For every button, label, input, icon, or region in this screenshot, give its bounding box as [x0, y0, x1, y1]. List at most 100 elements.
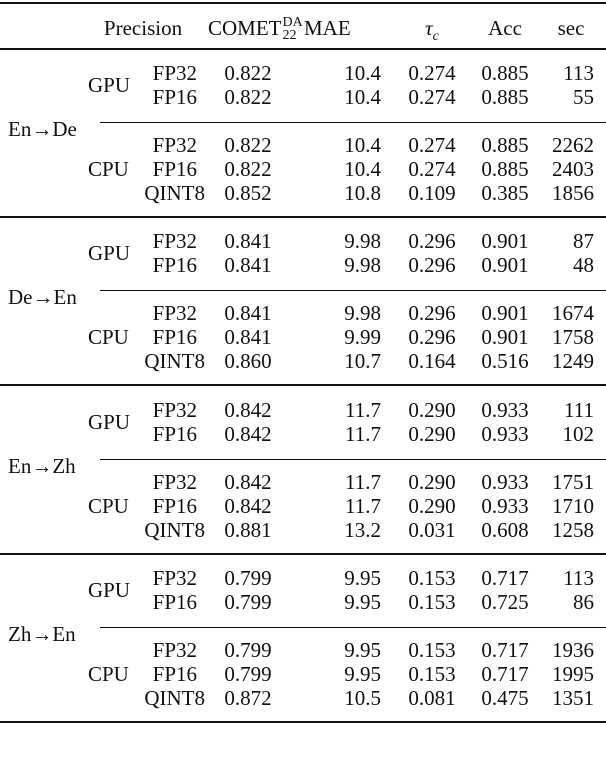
cell-sec: 1249	[552, 349, 594, 373]
cell-mae: 9.98	[344, 253, 381, 277]
device-midrule	[100, 290, 606, 291]
cell-mae: 11.7	[345, 422, 381, 446]
cell-sec: 1995	[552, 662, 594, 686]
device-label-cpu: CPU	[88, 325, 129, 349]
cell-sec: 2403	[552, 157, 594, 181]
cell-comet: 0.799	[224, 566, 272, 590]
cell-precision: FP32	[152, 61, 197, 85]
header-tau: τc	[425, 16, 439, 44]
cell-mae: 9.98	[344, 229, 381, 253]
device-label-cpu: CPU	[88, 662, 129, 686]
header-precision: Precision	[103, 16, 183, 40]
cell-comet: 0.799	[224, 590, 272, 614]
device-label-cpu: CPU	[88, 494, 129, 518]
cell-sec: 1258	[552, 518, 594, 542]
cell-tau: 0.274	[408, 85, 456, 109]
cell-acc: 0.717	[481, 566, 529, 590]
device-label-gpu: GPU	[88, 578, 131, 602]
cell-comet: 0.799	[224, 638, 272, 662]
cell-acc: 0.717	[481, 638, 529, 662]
cell-acc: 0.933	[481, 470, 529, 494]
header-comet-sub: 22	[282, 28, 297, 43]
cell-mae: 10.4	[344, 157, 381, 181]
cell-sec: 1751	[552, 470, 594, 494]
cell-mae: 11.7	[345, 470, 381, 494]
cell-sec: 1710	[552, 494, 594, 518]
cell-comet: 0.799	[224, 662, 272, 686]
cell-precision: FP32	[152, 229, 197, 253]
cell-sec: 102	[562, 422, 595, 446]
cell-comet: 0.860	[224, 349, 272, 373]
cell-tau: 0.296	[408, 253, 456, 277]
cell-precision: QINT8	[144, 181, 205, 205]
cell-acc: 0.933	[481, 422, 529, 446]
header-acc: Acc	[488, 16, 522, 40]
cell-acc: 0.933	[481, 398, 529, 422]
cell-mae: 9.98	[344, 301, 381, 325]
cell-tau: 0.153	[408, 566, 456, 590]
cell-mae: 9.95	[344, 662, 381, 686]
cell-tau: 0.153	[408, 662, 456, 686]
cell-tau: 0.290	[408, 470, 456, 494]
cell-tau: 0.153	[408, 638, 456, 662]
language-pair-label: Zh→En	[8, 622, 76, 646]
cell-tau: 0.296	[408, 229, 456, 253]
language-pair-label: De→En	[8, 285, 77, 309]
cell-tau: 0.109	[408, 181, 456, 205]
header-tau-sub: c	[432, 29, 439, 45]
device-midrule	[100, 459, 606, 460]
cell-sec: 1351	[552, 686, 594, 710]
cell-precision: QINT8	[144, 686, 205, 710]
cell-mae: 10.8	[344, 181, 381, 205]
cell-comet: 0.881	[224, 518, 272, 542]
cell-mae: 10.4	[344, 133, 381, 157]
cell-precision: FP16	[152, 253, 197, 277]
header-comet: COMET DA 22	[208, 16, 314, 43]
cell-mae: 10.4	[344, 61, 381, 85]
cell-tau: 0.290	[408, 422, 456, 446]
cell-precision: FP32	[152, 301, 197, 325]
cell-precision: FP32	[152, 398, 197, 422]
cell-mae: 10.5	[344, 686, 381, 710]
cell-acc: 0.608	[481, 518, 529, 542]
cell-tau: 0.290	[408, 398, 456, 422]
cell-precision: FP32	[152, 638, 197, 662]
cell-mae: 9.95	[344, 638, 381, 662]
header-mae: MAE	[304, 16, 351, 40]
cell-comet: 0.842	[224, 470, 272, 494]
cell-mae: 9.95	[344, 566, 381, 590]
cell-tau: 0.296	[408, 325, 456, 349]
cell-acc: 0.885	[481, 133, 529, 157]
cell-mae: 9.99	[344, 325, 381, 349]
cell-sec: 1936	[552, 638, 594, 662]
cell-mae: 9.95	[344, 590, 381, 614]
cell-tau: 0.290	[408, 494, 456, 518]
cell-sec: 1758	[552, 325, 594, 349]
cell-comet: 0.872	[224, 686, 272, 710]
cell-mae: 10.7	[344, 349, 381, 373]
device-label-gpu: GPU	[88, 410, 131, 434]
cell-sec: 87	[573, 229, 594, 253]
cell-acc: 0.885	[481, 157, 529, 181]
cell-precision: FP16	[152, 590, 197, 614]
cell-comet: 0.841	[224, 301, 272, 325]
cell-acc: 0.901	[481, 325, 529, 349]
header-rule	[0, 48, 606, 50]
cell-precision: FP16	[152, 662, 197, 686]
header-tau-text: τ	[425, 16, 433, 40]
cell-acc: 0.385	[481, 181, 529, 205]
cell-comet: 0.841	[224, 229, 272, 253]
cell-precision: QINT8	[144, 349, 205, 373]
cell-sec: 2262	[552, 133, 594, 157]
cell-precision: FP16	[152, 494, 197, 518]
cell-precision: QINT8	[144, 518, 205, 542]
cell-comet: 0.841	[224, 325, 272, 349]
cell-acc: 0.516	[481, 349, 529, 373]
language-pair-label: En→De	[8, 117, 77, 141]
cell-tau: 0.164	[408, 349, 456, 373]
cell-comet: 0.842	[224, 398, 272, 422]
cell-acc: 0.901	[481, 229, 529, 253]
cell-comet: 0.822	[224, 61, 272, 85]
cell-sec: 113	[563, 61, 594, 85]
cell-acc: 0.933	[481, 494, 529, 518]
